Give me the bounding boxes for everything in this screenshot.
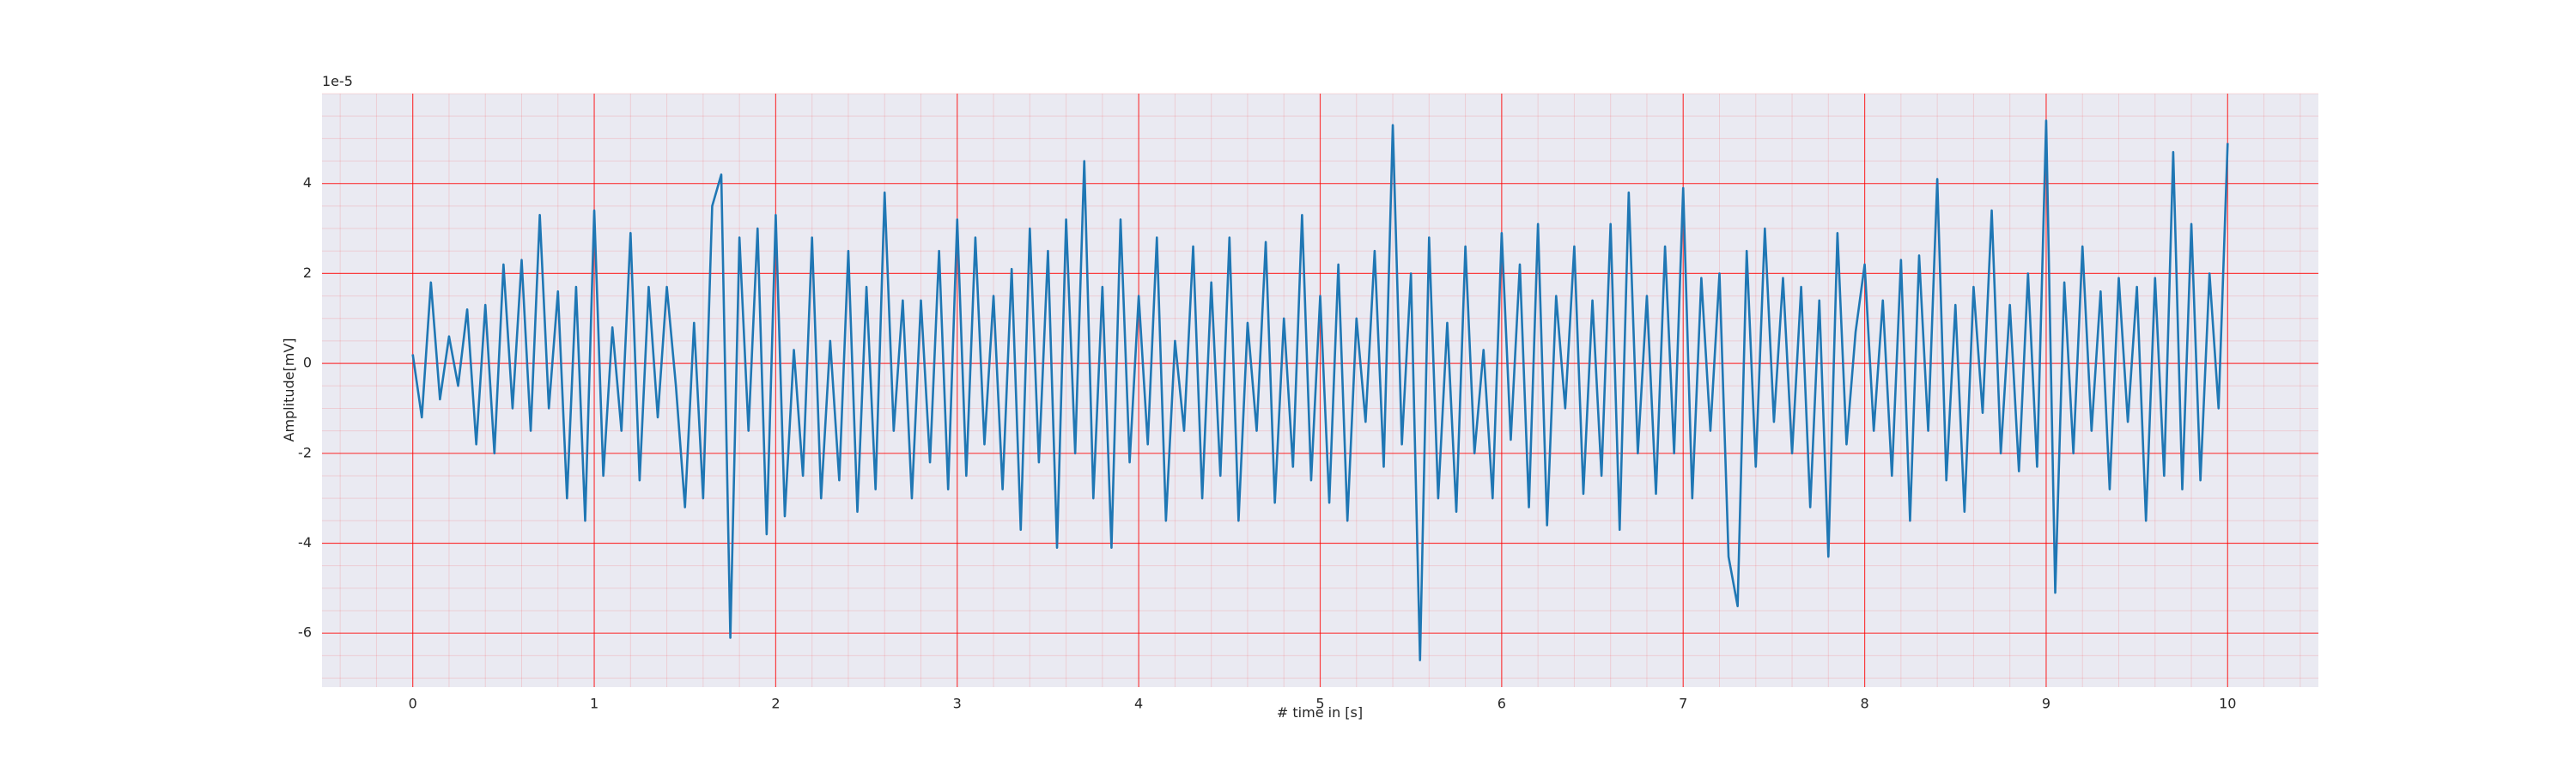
y-axis-label: Amplitude[mV] <box>281 338 297 441</box>
y-offset-label: 1e-5 <box>322 73 353 89</box>
x-tick-label: 5 <box>1315 696 1324 712</box>
x-axis-label: # time in [s] <box>1277 704 1363 721</box>
x-tick-label: 9 <box>2042 696 2050 712</box>
y-tick-label: 2 <box>303 265 312 281</box>
y-tick-label: -2 <box>298 444 312 460</box>
x-tick-label: 1 <box>590 696 598 712</box>
y-tick-label: 0 <box>303 355 312 371</box>
x-tick-label: 7 <box>1679 696 1687 712</box>
data-line <box>411 119 2229 661</box>
x-tick-label: 4 <box>1134 696 1143 712</box>
y-tick-label: 4 <box>303 174 312 191</box>
x-tick-label: 8 <box>1860 696 1868 712</box>
y-tick-label: -4 <box>298 534 312 551</box>
x-tick-label: 6 <box>1498 696 1506 712</box>
y-tick-label: -6 <box>298 624 312 641</box>
x-tick-label: 10 <box>2219 696 2236 712</box>
x-tick-label: 3 <box>953 696 962 712</box>
x-tick-label: 0 <box>409 696 417 712</box>
x-tick-label: 2 <box>771 696 780 712</box>
